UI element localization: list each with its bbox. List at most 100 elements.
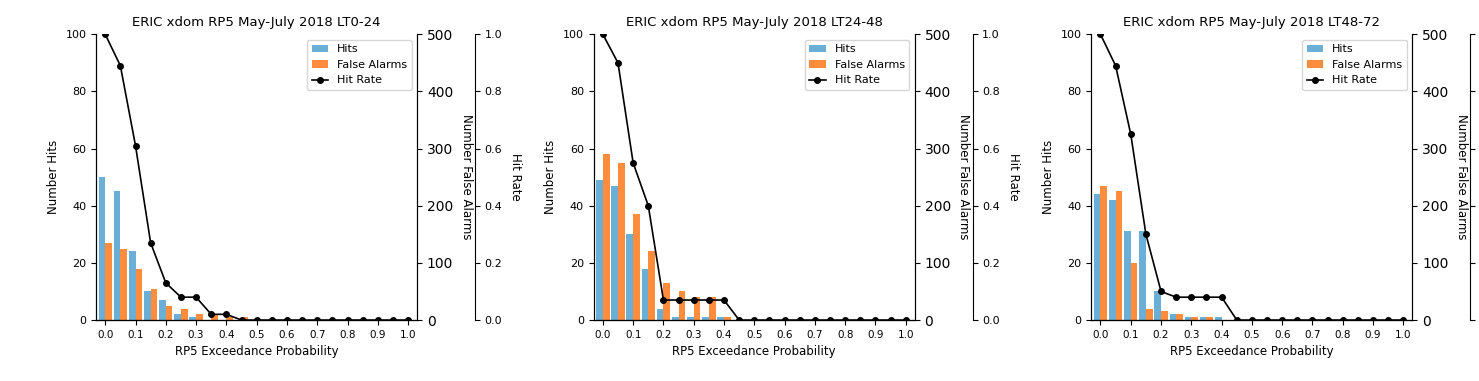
Hit Rate bbox=[1259, 318, 1276, 322]
Hit Rate bbox=[1123, 132, 1140, 136]
Bar bbox=[688, 317, 694, 320]
Hit Rate bbox=[1167, 295, 1185, 299]
Hit Rate bbox=[639, 203, 657, 208]
Hit Rate bbox=[399, 318, 417, 322]
Hit Rate bbox=[881, 318, 899, 322]
Hit Rate bbox=[852, 318, 870, 322]
Hit Rate bbox=[745, 318, 763, 322]
Bar bbox=[694, 297, 701, 320]
Hit Rate bbox=[1288, 318, 1306, 322]
Hit Rate bbox=[1364, 318, 1381, 322]
Y-axis label: Number False Alarms: Number False Alarms bbox=[957, 114, 970, 240]
Bar bbox=[136, 269, 142, 320]
Bar bbox=[596, 180, 603, 320]
Bar bbox=[633, 214, 640, 320]
Bar bbox=[189, 317, 197, 320]
Bar bbox=[180, 309, 188, 320]
Bar bbox=[166, 306, 173, 320]
Hit Rate bbox=[655, 298, 673, 303]
Hit Rate bbox=[685, 298, 703, 303]
Hit Rate bbox=[821, 318, 839, 322]
Bar bbox=[717, 317, 725, 320]
Hit Rate bbox=[1380, 318, 1398, 322]
Hit Rate bbox=[1213, 295, 1231, 299]
Hit Rate bbox=[385, 318, 402, 322]
X-axis label: RP5 Exceedance Probability: RP5 Exceedance Probability bbox=[175, 345, 339, 358]
Bar bbox=[151, 289, 157, 320]
Bar bbox=[1100, 186, 1108, 320]
Line: Hit Rate: Hit Rate bbox=[102, 32, 411, 323]
Hit Rate bbox=[263, 318, 281, 322]
Hit Rate bbox=[278, 318, 296, 322]
Bar bbox=[1185, 317, 1192, 320]
Bar bbox=[1214, 317, 1222, 320]
Hit Rate bbox=[700, 298, 717, 303]
Hit Rate bbox=[670, 298, 688, 303]
Hit Rate bbox=[1092, 32, 1109, 37]
Bar bbox=[1199, 317, 1207, 320]
Bar bbox=[648, 251, 655, 320]
Hit Rate bbox=[232, 318, 250, 322]
X-axis label: RP5 Exceedance Probability: RP5 Exceedance Probability bbox=[673, 345, 836, 358]
Bar bbox=[1094, 194, 1100, 320]
Bar bbox=[1146, 309, 1152, 320]
Title: ERIC xdom RP5 May-July 2018 LT24-48: ERIC xdom RP5 May-July 2018 LT24-48 bbox=[626, 16, 883, 29]
Y-axis label: Number Hits: Number Hits bbox=[544, 140, 558, 214]
Bar bbox=[627, 234, 633, 320]
Hit Rate bbox=[1152, 289, 1170, 294]
Hit Rate bbox=[1273, 318, 1291, 322]
Bar bbox=[679, 291, 685, 320]
Bar bbox=[1207, 317, 1213, 320]
Legend: Hits, False Alarms, Hit Rate: Hits, False Alarms, Hit Rate bbox=[805, 40, 910, 90]
Hit Rate bbox=[760, 318, 778, 322]
Hit Rate bbox=[1183, 295, 1201, 299]
Line: Hit Rate: Hit Rate bbox=[1097, 32, 1407, 323]
Bar bbox=[226, 317, 234, 320]
Bar bbox=[160, 300, 166, 320]
Bar bbox=[603, 154, 609, 320]
Hit Rate bbox=[609, 61, 627, 65]
Hit Rate bbox=[1319, 318, 1337, 322]
Bar bbox=[197, 314, 203, 320]
Legend: Hits, False Alarms, Hit Rate: Hits, False Alarms, Hit Rate bbox=[1303, 40, 1407, 90]
Bar bbox=[120, 248, 127, 320]
Bar bbox=[1131, 263, 1137, 320]
Hit Rate bbox=[595, 32, 612, 37]
Hit Rate bbox=[1242, 318, 1260, 322]
Hit Rate bbox=[188, 295, 206, 299]
Hit Rate bbox=[308, 318, 325, 322]
Bar bbox=[211, 314, 217, 320]
Hit Rate bbox=[96, 32, 114, 37]
Hit Rate bbox=[172, 295, 189, 299]
Hit Rate bbox=[1349, 318, 1367, 322]
Hit Rate bbox=[896, 318, 914, 322]
Bar bbox=[1139, 231, 1146, 320]
Bar bbox=[1176, 314, 1183, 320]
Hit Rate bbox=[1334, 318, 1352, 322]
Bar bbox=[175, 314, 180, 320]
Hit Rate bbox=[716, 298, 734, 303]
Bar bbox=[129, 251, 136, 320]
Title: ERIC xdom RP5 May-July 2018 LT48-72: ERIC xdom RP5 May-July 2018 LT48-72 bbox=[1124, 16, 1380, 29]
Y-axis label: Hit Rate: Hit Rate bbox=[1007, 153, 1019, 201]
Bar bbox=[99, 177, 105, 320]
Hit Rate bbox=[217, 312, 235, 317]
Bar bbox=[703, 317, 708, 320]
Bar bbox=[657, 309, 664, 320]
Bar bbox=[725, 317, 731, 320]
Bar bbox=[1124, 231, 1131, 320]
Hit Rate bbox=[1137, 232, 1155, 237]
Hit Rate bbox=[353, 318, 371, 322]
Bar bbox=[1161, 312, 1168, 320]
Bar bbox=[642, 269, 648, 320]
Title: ERIC xdom RP5 May-July 2018 LT0-24: ERIC xdom RP5 May-July 2018 LT0-24 bbox=[133, 16, 382, 29]
Bar bbox=[671, 317, 679, 320]
Bar bbox=[708, 297, 716, 320]
Hit Rate bbox=[339, 318, 356, 322]
Line: Hit Rate: Hit Rate bbox=[600, 32, 908, 323]
Hit Rate bbox=[368, 318, 386, 322]
Hit Rate bbox=[624, 160, 642, 165]
Hit Rate bbox=[806, 318, 824, 322]
Hit Rate bbox=[1228, 318, 1245, 322]
Bar bbox=[664, 283, 670, 320]
